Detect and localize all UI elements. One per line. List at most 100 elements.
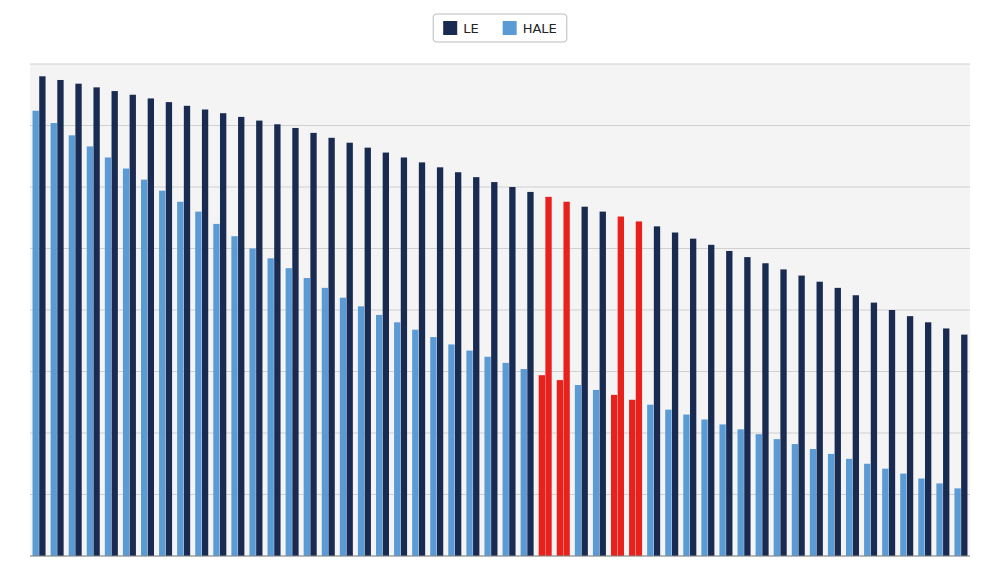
bar	[202, 110, 208, 556]
bar	[810, 449, 816, 556]
bar	[774, 439, 780, 556]
bar	[744, 257, 750, 556]
legend-item: LE	[443, 21, 478, 36]
bar	[437, 167, 443, 556]
bar	[166, 102, 172, 556]
bar	[87, 146, 93, 556]
bar	[347, 143, 353, 556]
bar	[600, 212, 606, 556]
legend-swatch	[443, 21, 457, 35]
bar	[328, 138, 334, 556]
bar	[292, 128, 298, 556]
bar	[846, 459, 852, 556]
bar	[220, 113, 226, 556]
bar	[184, 106, 190, 556]
bar	[419, 162, 425, 556]
bars	[33, 76, 968, 556]
legend-label: LE	[463, 21, 478, 36]
bar	[654, 226, 660, 556]
bar	[593, 390, 599, 556]
bar	[39, 76, 45, 556]
bar	[412, 330, 418, 556]
legend-item: HALE	[503, 21, 557, 36]
bar	[539, 375, 545, 556]
bar	[889, 310, 895, 556]
bar	[509, 187, 515, 556]
chart: LE HALE	[0, 0, 1000, 586]
bar	[780, 269, 786, 556]
bar	[491, 182, 497, 556]
bar	[527, 192, 533, 556]
x-axis-line	[30, 556, 970, 557]
bar	[401, 157, 407, 556]
bar	[249, 249, 255, 557]
legend: LE HALE	[433, 14, 567, 42]
bar	[719, 424, 725, 556]
bar	[882, 469, 888, 556]
bar	[503, 363, 509, 556]
bar	[448, 344, 454, 556]
bar	[762, 263, 768, 556]
bar	[268, 258, 274, 556]
bar	[274, 124, 280, 556]
bar	[455, 172, 461, 556]
bar	[256, 121, 262, 556]
bar	[365, 148, 371, 556]
bar	[871, 303, 877, 556]
bar	[817, 282, 823, 556]
bar	[835, 288, 841, 556]
bar	[69, 135, 75, 556]
bar	[954, 488, 960, 556]
bar	[611, 395, 617, 556]
bar	[177, 202, 183, 556]
bar	[33, 111, 39, 556]
bar	[159, 191, 165, 556]
bar	[690, 239, 696, 556]
bar	[708, 245, 714, 556]
bar	[864, 464, 870, 556]
grid	[30, 64, 970, 556]
bar	[93, 87, 99, 556]
bar	[853, 295, 859, 556]
bar	[112, 91, 118, 556]
bar	[563, 202, 569, 556]
bar	[304, 278, 310, 556]
bar	[130, 95, 136, 556]
bar	[665, 410, 671, 556]
bar	[900, 474, 906, 556]
bar	[575, 385, 581, 556]
grid-line	[30, 556, 970, 557]
bar	[925, 322, 931, 556]
bar	[322, 288, 328, 556]
legend-box	[433, 14, 567, 42]
bar	[75, 84, 81, 556]
bar	[57, 80, 63, 556]
bar	[394, 322, 400, 556]
bar	[213, 224, 219, 556]
plot-area	[30, 64, 970, 556]
bar	[484, 357, 490, 556]
bar	[726, 251, 732, 556]
bar	[238, 117, 244, 556]
bar	[683, 415, 689, 556]
bar	[828, 454, 834, 556]
bar	[582, 207, 588, 556]
bar	[701, 419, 707, 556]
bar	[545, 197, 551, 556]
bar	[756, 434, 762, 556]
bar	[521, 369, 527, 556]
bar	[376, 315, 382, 556]
bar	[358, 306, 364, 556]
bar	[383, 153, 389, 556]
bar	[907, 316, 913, 556]
bar	[936, 483, 942, 556]
bar	[647, 405, 653, 556]
bar	[105, 157, 111, 556]
bar	[961, 335, 967, 556]
legend-label: HALE	[523, 21, 557, 36]
bar	[430, 337, 436, 556]
bar	[672, 233, 678, 556]
bar	[636, 221, 642, 556]
legend-swatch	[503, 21, 517, 35]
bar	[738, 429, 744, 556]
